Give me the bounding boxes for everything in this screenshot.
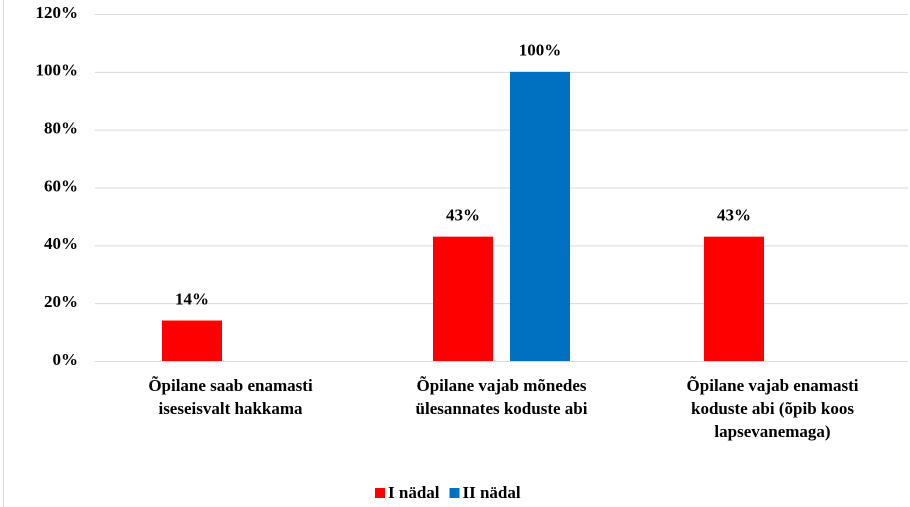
legend-swatch [449, 488, 460, 498]
y-tick-label: 0% [53, 350, 79, 369]
x-tick-label: Õpilane saab enamasti [148, 375, 313, 395]
y-tick-label: 120% [36, 3, 79, 22]
legend-label: I nädal [388, 483, 440, 502]
data-label: 100% [519, 41, 562, 60]
y-tick-label: 100% [36, 61, 79, 80]
x-tick-label: lapsevanemaga) [714, 422, 830, 441]
y-tick-label: 20% [44, 292, 78, 311]
legend-swatch [375, 488, 385, 498]
x-tick-label: koduste abi (õpib koos [691, 399, 854, 418]
y-tick-label: 60% [44, 176, 78, 195]
data-label: 43% [717, 206, 751, 225]
bar [510, 71, 570, 361]
data-label: 43% [446, 206, 480, 225]
x-tick-label: ülesannates koduste abi [416, 399, 588, 418]
bar [704, 236, 764, 361]
x-tick-label: iseseisvalt hakkama [158, 399, 303, 418]
y-tick-label: 40% [44, 234, 78, 253]
data-label: 14% [175, 289, 209, 308]
legend-label: II nädal [463, 483, 521, 502]
bar [162, 320, 222, 361]
x-tick-label: Õpilane vajab mõnedes [416, 375, 586, 395]
bar [433, 236, 493, 361]
y-tick-label: 80% [44, 119, 78, 138]
x-tick-label: Õpilane vajab enamasti [687, 375, 859, 395]
